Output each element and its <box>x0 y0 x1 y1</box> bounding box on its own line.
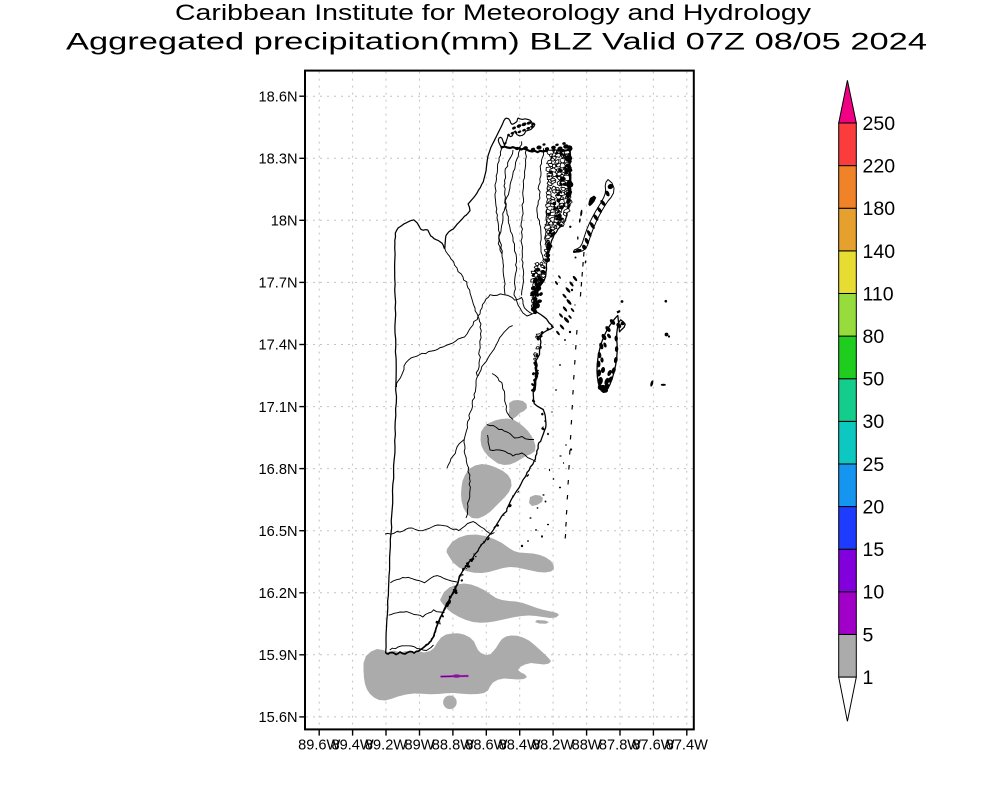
svg-text:89.2W: 89.2W <box>365 738 407 754</box>
svg-text:Caribbean Institute for Meteor: Caribbean Institute for Meteorology and … <box>175 0 811 25</box>
svg-text:20: 20 <box>863 497 885 519</box>
svg-text:88.4W: 88.4W <box>499 738 541 754</box>
svg-text:88.2W: 88.2W <box>532 738 574 754</box>
svg-text:88.8W: 88.8W <box>432 738 474 754</box>
svg-text:140: 140 <box>863 241 896 263</box>
svg-text:89.6W: 89.6W <box>298 738 340 754</box>
svg-text:87.6W: 87.6W <box>632 738 674 754</box>
svg-text:10: 10 <box>863 582 885 604</box>
svg-text:110: 110 <box>863 283 894 305</box>
svg-text:87.4W: 87.4W <box>666 738 708 754</box>
svg-text:180: 180 <box>863 198 896 220</box>
svg-text:220: 220 <box>863 156 896 178</box>
svg-text:87.8W: 87.8W <box>599 738 641 754</box>
svg-text:50: 50 <box>863 369 885 391</box>
svg-text:89.4W: 89.4W <box>332 738 374 754</box>
svg-text:18N: 18N <box>271 214 298 230</box>
svg-text:15.6N: 15.6N <box>259 710 298 726</box>
svg-text:18.3N: 18.3N <box>259 152 298 168</box>
svg-text:30: 30 <box>863 411 885 433</box>
svg-text:89W: 89W <box>404 738 434 754</box>
svg-text:15.9N: 15.9N <box>259 648 298 664</box>
svg-text:80: 80 <box>863 326 885 348</box>
svg-text:250: 250 <box>863 113 896 135</box>
svg-text:17.7N: 17.7N <box>259 276 298 292</box>
svg-text:1: 1 <box>863 667 874 689</box>
svg-text:25: 25 <box>863 454 885 476</box>
svg-text:17.1N: 17.1N <box>259 400 298 416</box>
svg-text:5: 5 <box>863 624 874 646</box>
svg-text:18.6N: 18.6N <box>259 89 298 105</box>
svg-text:15: 15 <box>863 539 885 561</box>
svg-text:16.8N: 16.8N <box>259 462 298 478</box>
svg-text:Aggregated precipitation(mm) B: Aggregated precipitation(mm) BLZ Valid 0… <box>66 29 927 55</box>
svg-text:17.4N: 17.4N <box>259 338 298 354</box>
svg-text:16.2N: 16.2N <box>259 586 298 602</box>
svg-text:88W: 88W <box>572 738 602 754</box>
svg-text:88.6W: 88.6W <box>465 738 507 754</box>
svg-text:16.5N: 16.5N <box>259 524 298 540</box>
